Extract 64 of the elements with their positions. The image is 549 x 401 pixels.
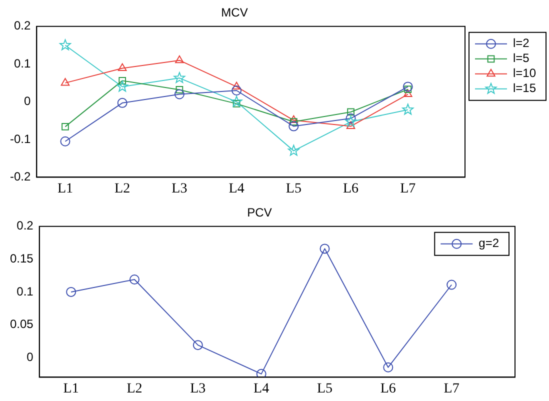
point [174, 89, 184, 100]
y-tick-label: -0.2 [10, 170, 31, 184]
x-tick-label: L4 [228, 181, 244, 196]
legend-label: l=15 [513, 81, 536, 96]
y-tick-label: -0.1 [10, 132, 31, 146]
point [176, 86, 184, 94]
y-tick-label: 0.15 [10, 251, 34, 266]
point [346, 113, 356, 124]
y-tick-label: 0 [24, 94, 31, 108]
point [320, 244, 330, 254]
point [116, 80, 128, 92]
point [345, 116, 357, 127]
legend-label: l=10 [513, 66, 536, 80]
point [288, 121, 299, 132]
x-tick-label: L4 [254, 381, 270, 396]
x-tick-label: L7 [400, 181, 416, 196]
point [290, 118, 298, 126]
x-tick-label: L2 [126, 381, 142, 396]
point [117, 98, 128, 108]
legend-label: l=5 [513, 51, 530, 66]
point [129, 274, 140, 285]
point [404, 86, 412, 94]
chart-title: PCV [247, 206, 272, 220]
chart-title: MCV [221, 6, 248, 20]
x-tick-label: L2 [114, 181, 130, 196]
point [62, 123, 69, 130]
point [383, 362, 394, 372]
point [289, 115, 298, 124]
y-tick-label: 0 [26, 350, 34, 364]
point [230, 96, 242, 107]
x-tick-label: L7 [444, 381, 460, 396]
legend-label: g=2 [478, 236, 500, 250]
legend-label: l=2 [513, 36, 530, 50]
point [347, 108, 354, 116]
point [403, 89, 412, 98]
point [60, 78, 70, 86]
point [402, 104, 414, 115]
point [288, 144, 300, 156]
point [192, 340, 203, 350]
y-tick-label: 0.1 [14, 56, 31, 70]
y-tick-label: 0.2 [14, 18, 31, 33]
x-tick-label: L3 [172, 181, 188, 196]
y-tick-label: 0.2 [16, 218, 34, 233]
x-tick-label: L5 [316, 381, 333, 396]
point [175, 55, 184, 64]
x-tick-label: L5 [286, 181, 302, 196]
y-tick-label: 0.1 [16, 284, 34, 298]
x-tick-label: L3 [190, 381, 206, 396]
x-tick-label: L1 [57, 181, 74, 196]
point [66, 286, 76, 297]
y-tick-label: 0.05 [10, 317, 34, 332]
point [60, 39, 71, 50]
point [60, 136, 70, 146]
point [118, 77, 126, 84]
point [256, 368, 266, 378]
x-tick-label: L1 [63, 381, 79, 396]
point [446, 280, 457, 290]
point [232, 82, 241, 90]
x-tick-label: L6 [343, 181, 359, 196]
point [402, 82, 413, 92]
point [118, 63, 127, 71]
point [232, 85, 242, 96]
x-tick-label: L6 [380, 381, 396, 396]
point [174, 72, 186, 83]
